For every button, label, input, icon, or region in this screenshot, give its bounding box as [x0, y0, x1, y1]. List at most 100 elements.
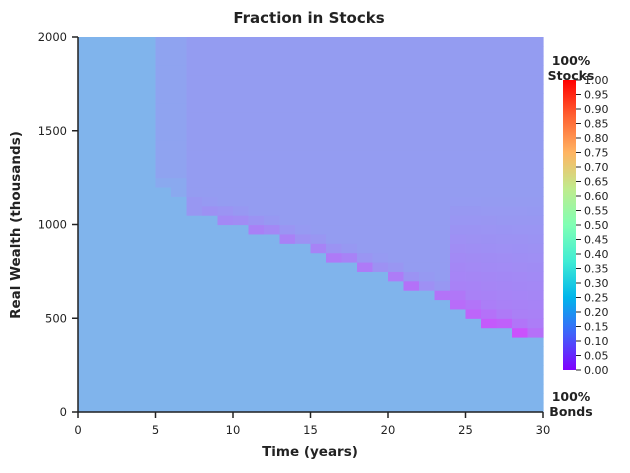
heatmap-cell: [326, 112, 343, 122]
heatmap-cell: [155, 327, 172, 338]
heatmap-cell: [124, 383, 141, 394]
heatmap-cell: [264, 262, 281, 272]
heatmap-cell: [481, 327, 498, 338]
heatmap-cell: [341, 196, 358, 207]
heatmap-cell: [124, 299, 141, 310]
heatmap-cell: [450, 177, 467, 188]
heatmap-cell: [372, 55, 389, 66]
heatmap-cell: [264, 355, 281, 366]
heatmap-cell: [388, 393, 405, 404]
heatmap-cell: [419, 140, 436, 151]
heatmap-cell: [310, 393, 327, 404]
colorbar-tick-label: 0.55: [584, 205, 609, 218]
heatmap-cell: [124, 233, 141, 244]
heatmap-cell: [186, 355, 203, 366]
colorbar-tick-label: 0.35: [584, 263, 609, 276]
colorbar-tick-label: 0.70: [584, 161, 609, 174]
heatmap-cell: [481, 280, 498, 291]
heatmap-cell: [450, 130, 467, 141]
heatmap-cell: [78, 168, 95, 179]
heatmap-cell: [372, 177, 389, 188]
heatmap-cell: [326, 168, 343, 179]
heatmap-cell: [434, 93, 451, 104]
heatmap-cell: [403, 168, 420, 179]
heatmap-cell: [310, 187, 327, 197]
heatmap-cell: [171, 383, 188, 394]
heatmap-cell: [434, 65, 451, 76]
heatmap-cell: [326, 37, 343, 47]
colorbar-tick-label: 0.15: [584, 321, 609, 334]
heatmap-cell: [295, 55, 312, 66]
heatmap-cell: [388, 93, 405, 104]
heatmap-cell: [496, 252, 513, 263]
heatmap-cell: [326, 290, 343, 301]
heatmap-cell: [155, 383, 172, 394]
heatmap-cell: [233, 93, 250, 104]
heatmap-cell: [512, 252, 529, 263]
heatmap-cell: [527, 374, 544, 385]
heatmap-cell: [264, 290, 281, 301]
heatmap-cell: [155, 102, 172, 113]
heatmap-cell: [295, 233, 312, 244]
heatmap-cell: [186, 383, 203, 394]
heatmap-cell: [279, 130, 296, 141]
heatmap-cell: [403, 83, 420, 94]
heatmap-cell: [372, 252, 389, 263]
heatmap-cell: [403, 290, 420, 301]
heatmap-cell: [419, 93, 436, 104]
heatmap-cell: [93, 65, 110, 76]
heatmap-cell: [465, 299, 482, 310]
heatmap-cell: [155, 374, 172, 385]
heatmap-cell: [78, 177, 95, 188]
heatmap-cell: [372, 83, 389, 94]
heatmap-cell: [93, 233, 110, 244]
heatmap-cell: [202, 402, 219, 413]
heatmap-cell: [434, 327, 451, 338]
heatmap-cell: [326, 158, 343, 169]
heatmap-cell: [217, 365, 234, 376]
heatmap-cell: [186, 224, 203, 235]
heatmap-cell: [264, 46, 281, 57]
heatmap-cell: [372, 121, 389, 132]
heatmap-cell: [372, 112, 389, 122]
heatmap-cell: [140, 121, 157, 132]
heatmap-cell: [140, 393, 157, 404]
heatmap-cell: [109, 355, 126, 366]
heatmap-cell: [264, 252, 281, 263]
heatmap-cell: [388, 308, 405, 319]
heatmap-cell: [527, 355, 544, 366]
heatmap-cell: [481, 112, 498, 122]
heatmap-cell: [279, 262, 296, 272]
heatmap-cell: [279, 365, 296, 376]
y-axis-label: Real Wealth (thousands): [8, 131, 24, 319]
heatmap-cell: [419, 168, 436, 179]
heatmap-cell: [372, 243, 389, 254]
heatmap-cell: [512, 158, 529, 169]
heatmap-cell: [124, 37, 141, 47]
heatmap-cell: [186, 83, 203, 94]
heatmap-cell: [388, 140, 405, 151]
heatmap-cell: [109, 337, 126, 347]
heatmap-cell: [124, 140, 141, 151]
heatmap-cell: [310, 327, 327, 338]
heatmap-cell: [372, 346, 389, 357]
heatmap-cell: [93, 393, 110, 404]
heatmap-cell: [155, 299, 172, 310]
heatmap-cell: [481, 355, 498, 366]
heatmap-cell: [78, 252, 95, 263]
heatmap-cell: [403, 140, 420, 151]
heatmap-cell: [496, 383, 513, 394]
heatmap-cell: [465, 290, 482, 301]
heatmap-cell: [124, 355, 141, 366]
heatmap-cell: [264, 365, 281, 376]
heatmap-cell: [233, 102, 250, 113]
heatmap-cell: [310, 46, 327, 57]
heatmap-cell: [78, 383, 95, 394]
heatmap-cell: [140, 177, 157, 188]
heatmap-cell: [93, 168, 110, 179]
heatmap-cell: [388, 46, 405, 57]
heatmap-cell: [140, 252, 157, 263]
heatmap-cell: [109, 187, 126, 197]
heatmap-cell: [202, 224, 219, 235]
